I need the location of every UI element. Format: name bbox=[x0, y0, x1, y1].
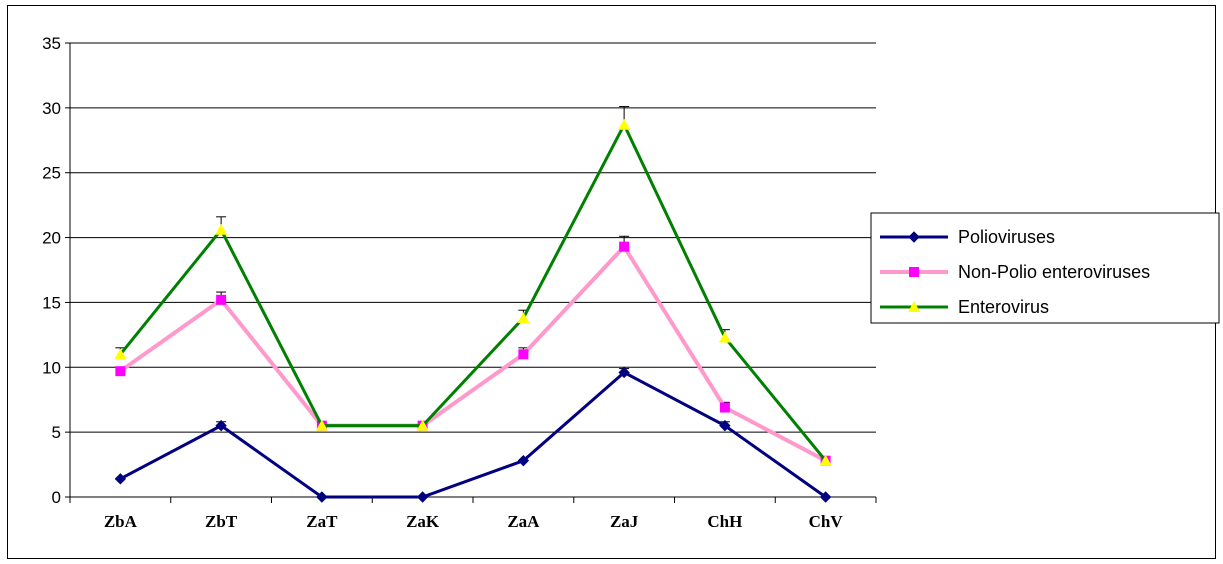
data-point bbox=[517, 311, 530, 323]
data-point bbox=[619, 241, 630, 252]
legend-label: Polioviruses bbox=[958, 227, 1055, 247]
plot-area bbox=[114, 106, 832, 503]
x-tick-label-ZaA: ZaA bbox=[507, 512, 540, 531]
data-point bbox=[618, 366, 630, 379]
data-point bbox=[416, 419, 429, 431]
series-line bbox=[119, 243, 827, 463]
x-tick-label-ZbA: ZbA bbox=[104, 512, 138, 531]
legend-box bbox=[870, 212, 1220, 324]
data-point bbox=[719, 419, 731, 432]
data-point bbox=[416, 491, 429, 503]
x-tick-label-ZaJ: ZaJ bbox=[610, 512, 639, 531]
legend-swatch-marker bbox=[908, 231, 920, 243]
y-tick-label: 30 bbox=[42, 99, 61, 118]
legend-item-2: Enterovirus bbox=[880, 297, 1049, 317]
y-tick-label: 0 bbox=[52, 488, 61, 507]
data-point bbox=[819, 491, 832, 503]
legend-label: Enterovirus bbox=[958, 297, 1049, 317]
data-point bbox=[215, 223, 228, 235]
data-point bbox=[114, 348, 127, 360]
series-enterovirus bbox=[114, 106, 832, 466]
legend-label: Non-Polio enteroviruses bbox=[958, 262, 1150, 282]
data-point bbox=[216, 294, 227, 305]
series-line bbox=[119, 370, 827, 499]
data-point bbox=[819, 454, 832, 466]
y-tick-label: 35 bbox=[42, 34, 61, 53]
x-tick-label-ZaT: ZaT bbox=[306, 512, 338, 531]
y-tick-label: 10 bbox=[42, 358, 61, 377]
legend-swatch-marker bbox=[909, 267, 919, 277]
gridlines bbox=[70, 42, 876, 498]
series-polioviruses bbox=[114, 366, 832, 503]
data-point bbox=[315, 419, 328, 431]
data-point bbox=[316, 491, 328, 503]
y-tick-label: 25 bbox=[42, 164, 61, 183]
x-tick-label-ZbT: ZbT bbox=[205, 512, 238, 531]
y-axis: 0 5 10 15 20 25 30 35 bbox=[42, 34, 71, 507]
y-tick-label: 20 bbox=[42, 229, 61, 248]
data-point bbox=[518, 349, 529, 360]
series-non-polio-enteroviruses bbox=[115, 235, 831, 466]
x-axis: ZbA ZbT ZaT ZaK ZaA ZaJ ChH ChV bbox=[69, 496, 877, 531]
data-point bbox=[114, 473, 127, 485]
legend-swatch-marker bbox=[908, 301, 920, 312]
legend-item-0: Polioviruses bbox=[880, 227, 1055, 247]
x-tick-label-ChH: ChH bbox=[707, 512, 742, 531]
y-tick-label: 5 bbox=[52, 423, 61, 442]
data-point bbox=[719, 402, 730, 413]
x-tick-label-ZaK: ZaK bbox=[406, 512, 440, 531]
data-point bbox=[215, 419, 227, 432]
series-line bbox=[119, 121, 827, 462]
legend-item-1: Non-Polio enteroviruses bbox=[880, 262, 1150, 282]
y-tick-label: 15 bbox=[42, 293, 61, 312]
x-tick-label-ChV: ChV bbox=[809, 512, 844, 531]
legend: Polioviruses Non-Polio enteroviruses Enter… bbox=[870, 212, 1220, 324]
data-point bbox=[718, 331, 731, 343]
data-point bbox=[618, 118, 631, 130]
data-point bbox=[517, 454, 530, 467]
data-point bbox=[115, 366, 126, 377]
